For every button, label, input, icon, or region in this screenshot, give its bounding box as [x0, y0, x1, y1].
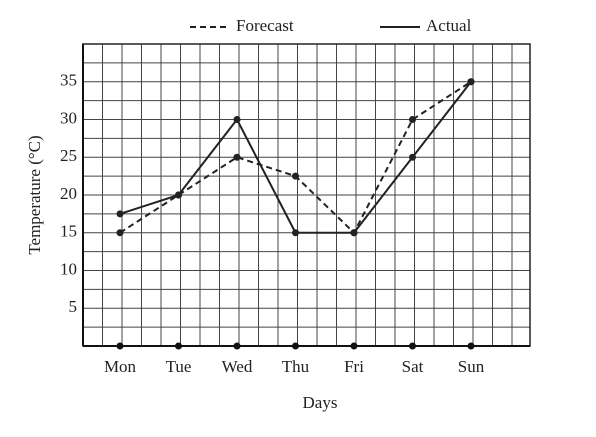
data-point [175, 191, 182, 199]
y-tick-label: 15 [60, 222, 77, 241]
data-point [409, 153, 416, 161]
x-tick-label: Thu [282, 357, 310, 376]
legend-label: Actual [426, 16, 472, 35]
y-tick-label: 30 [60, 108, 77, 127]
x-tick-label: Sat [402, 357, 424, 376]
data-point [233, 153, 241, 161]
y-tick-label: 25 [60, 146, 77, 165]
legend-label: Forecast [236, 16, 294, 35]
x-tick-label: Sun [458, 357, 485, 376]
x-tick-dot [467, 342, 475, 350]
data-point [116, 210, 124, 218]
y-tick-label: 20 [60, 184, 77, 203]
x-tick-dot [175, 342, 182, 350]
x-tick-dot [116, 342, 124, 350]
data-point [467, 78, 475, 86]
x-tick-label: Mon [104, 357, 137, 376]
y-tick-label: 5 [69, 297, 78, 316]
data-point [292, 172, 299, 180]
x-axis-label: Days [303, 393, 338, 412]
x-tick-dot [409, 342, 416, 350]
data-point [233, 116, 241, 123]
data-point [116, 229, 124, 237]
data-point [292, 229, 299, 237]
x-tick-dot [233, 342, 241, 350]
y-axis-label: Temperature (°C) [25, 135, 44, 254]
y-tick-label: 10 [60, 259, 77, 278]
x-tick-dot [350, 342, 358, 350]
y-tick-label: 35 [60, 71, 77, 90]
x-tick-dot [292, 342, 299, 350]
x-tick-label: Tue [166, 357, 192, 376]
data-point [409, 116, 416, 123]
x-tick-label: Wed [222, 357, 253, 376]
data-point [350, 229, 358, 237]
x-tick-label: Fri [344, 357, 364, 376]
